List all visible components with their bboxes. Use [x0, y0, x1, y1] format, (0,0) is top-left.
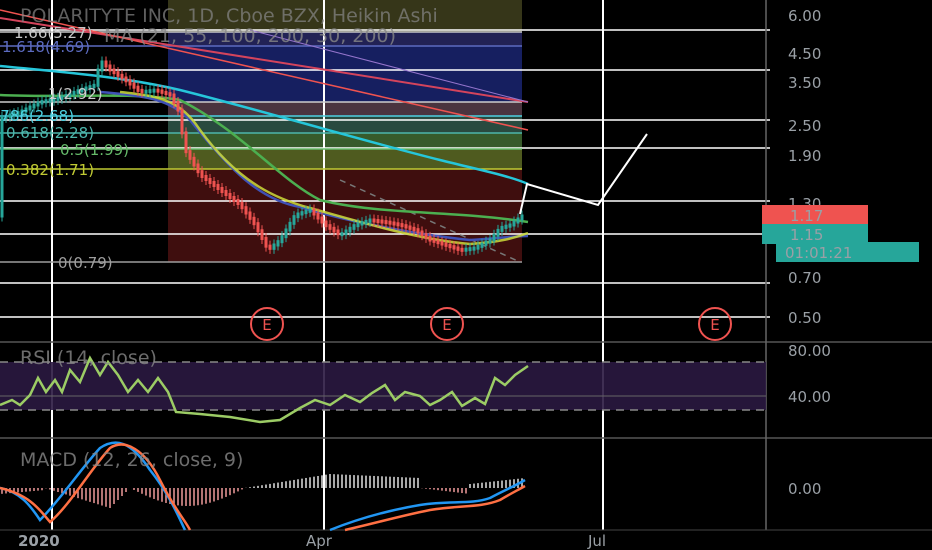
trend-lines [0, 9, 529, 263]
rsi-label: RSI (14, close) [20, 347, 157, 369]
earnings-marker-label: E [262, 316, 271, 334]
time-label: 2020 [18, 532, 60, 550]
price-tick: 6.00 [788, 7, 821, 25]
earnings-marker-label: E [710, 316, 719, 334]
earnings-marker[interactable]: E [698, 307, 732, 341]
fib-label: 1(2.92) [48, 85, 103, 103]
earnings-marker-label: E [442, 316, 451, 334]
macd-label: MACD (12, 26, close, 9) [20, 449, 243, 471]
bar-countdown-value: 01:01:21 [785, 244, 852, 262]
macd-histogram [1, 474, 523, 508]
previous-close-value: 1.15 [790, 226, 823, 244]
earnings-marker[interactable]: E [430, 307, 464, 341]
fib-label: 1.66(5.27) [14, 24, 93, 42]
fib-label: 0(0.79) [58, 254, 113, 272]
grid [0, 0, 932, 531]
price-tick: 3.50 [788, 74, 821, 92]
candlesticks [0, 56, 524, 256]
fib-label: 0.5(1.99) [60, 141, 129, 159]
fib-label: 1.618(4.69) [2, 38, 90, 56]
last-price-value: 1.17 [790, 207, 823, 225]
rsi-pane [0, 355, 766, 424]
fib-label: 0.382(1.71) [6, 161, 94, 179]
price-tick: 0.50 [788, 309, 821, 327]
time-label: Jul [587, 532, 606, 550]
last-price-tag: 1.17 [762, 205, 868, 225]
chart-title: POLARITYTE INC, 1D, Cboe BZX, Heikin Ash… [20, 5, 438, 27]
price-tick: 1.90 [788, 147, 821, 165]
ma-indicator-label: MA (21, 55, 100, 200, 30, 200) [104, 25, 396, 47]
time-axis[interactable]: 2020 Apr Jul [18, 532, 606, 550]
time-label: Apr [306, 532, 333, 550]
projection-path [519, 133, 648, 215]
price-tick: 4.50 [788, 45, 821, 63]
earnings-markers[interactable]: E E E [250, 307, 732, 341]
fib-labels: 1.66(5.27) 1.618(4.69) 1(2.92) 0.786(2.6… [0, 24, 129, 272]
macd-tick: 0.00 [788, 480, 821, 498]
rsi-tick: 80.00 [788, 342, 831, 360]
price-axis[interactable]: 6.00 4.50 3.50 2.50 1.90 1.30 0.70 0.50 … [788, 7, 831, 498]
rsi-tick: 40.00 [788, 388, 831, 406]
macd-lines [0, 441, 526, 532]
price-tick: 2.50 [788, 117, 821, 135]
fib-label: 0.786(2.68) [0, 107, 74, 125]
earnings-marker[interactable]: E [250, 307, 284, 341]
bar-countdown-tag: 01:01:21 [776, 242, 919, 262]
fib-label: 0.618(2.28) [6, 124, 94, 142]
previous-close-tag: 1.15 [762, 224, 868, 244]
price-tick: 0.70 [788, 269, 821, 287]
